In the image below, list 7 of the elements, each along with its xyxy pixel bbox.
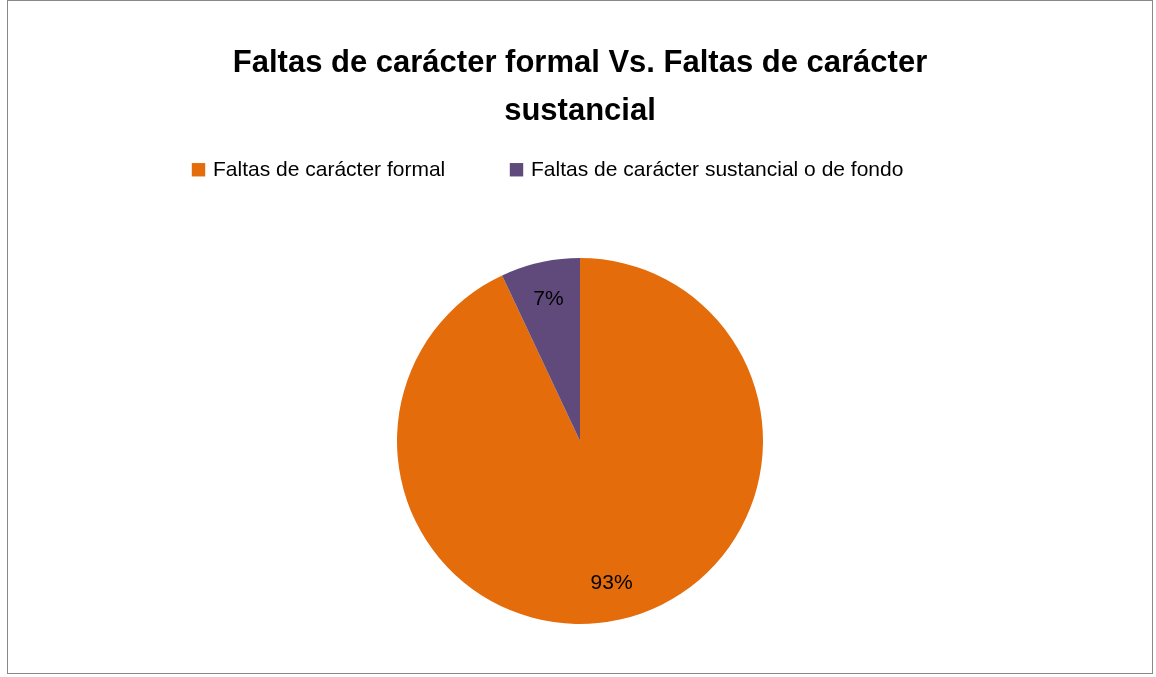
legend-label: Faltas de carácter sustancial o de fondo — [531, 156, 904, 180]
pie-slice — [502, 258, 580, 441]
chart-title: Faltas de carácter formal Vs. Faltas de carácter sustancial — [232, 44, 928, 127]
data-label: 7% — [533, 286, 564, 310]
data-label: 93% — [590, 569, 633, 593]
pie-slice — [397, 258, 763, 624]
legend-label: Faltas de carácter formal — [213, 156, 446, 180]
